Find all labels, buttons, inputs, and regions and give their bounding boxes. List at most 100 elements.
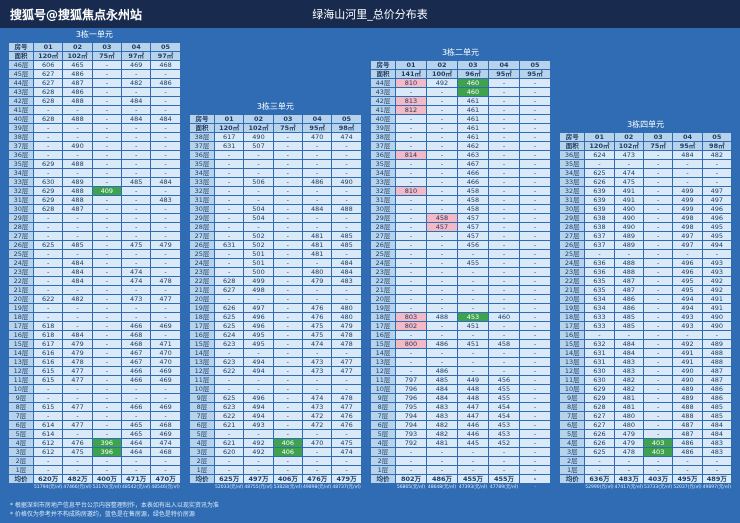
price-cell: 466: [458, 169, 488, 177]
price-cell: -: [427, 349, 457, 357]
price-cell: 638: [585, 214, 614, 222]
price-cell: -: [427, 115, 457, 123]
price-cell: 479: [332, 322, 361, 330]
price-cell: -: [332, 430, 361, 438]
price-cell: 497: [702, 196, 731, 204]
room-header-row: 房号 01 02 03 04 05: [560, 133, 731, 141]
price-cell: 631: [585, 349, 614, 357]
floor-row: 17层 802-451- -: [371, 322, 550, 330]
price-cell: -: [396, 214, 426, 222]
price-cell: -: [458, 268, 488, 276]
price-cell: 499: [673, 196, 702, 204]
price-cell: -: [63, 304, 92, 312]
price-cell: 615: [34, 403, 63, 411]
price-cell: -: [458, 349, 488, 357]
floor-row-label: 25层: [560, 250, 585, 258]
floor-row: 36层 624 473-484 482: [560, 151, 731, 159]
price-cell: 486: [614, 295, 643, 303]
floor-row-label: 15层: [190, 340, 214, 348]
price-cell: -: [332, 349, 361, 357]
floor-row-label: 43层: [9, 88, 33, 96]
price-cell: 618: [34, 322, 63, 330]
price-cell: -: [520, 322, 550, 330]
price-cell: -: [122, 106, 151, 114]
floor-row: 4层 621 492 406 470 475: [190, 439, 361, 447]
price-cell: 464: [122, 448, 151, 456]
price-cell: -: [643, 187, 673, 195]
price-cell: 483: [427, 412, 457, 420]
price-cell: 478: [151, 277, 180, 285]
price-cell: -: [427, 106, 457, 114]
price-cell: -: [702, 250, 731, 258]
price-cell: -: [643, 205, 673, 213]
price-cell: 491: [702, 295, 731, 303]
price-cell: -: [151, 250, 180, 258]
floor-row: 23层 -500-480 484: [190, 268, 361, 276]
price-cell: 492: [673, 340, 702, 348]
price-cell: 478: [332, 331, 361, 339]
price-cell: -: [63, 457, 92, 465]
floor-row: 46层 606 465-469 468: [9, 61, 180, 69]
price-cell: 469: [122, 61, 151, 69]
floor-row-label: 6层: [9, 421, 33, 429]
floor-row-label: 23层: [190, 268, 214, 276]
price-cell: -: [92, 241, 122, 249]
floor-row-label: 33层: [190, 178, 214, 186]
price-cell: -: [303, 376, 332, 384]
price-cell: 814: [396, 151, 426, 159]
price-cell: 475: [614, 178, 643, 186]
price-cell: -: [643, 214, 673, 222]
price-cell: 622: [215, 367, 244, 375]
price-cell: 614: [34, 421, 63, 429]
price-cell: -: [643, 358, 673, 366]
price-cell: -: [585, 457, 614, 465]
price-cell: -: [151, 88, 180, 96]
price-cell: 634: [585, 295, 614, 303]
price-cell: 615: [34, 376, 63, 384]
price-cell: 447: [458, 403, 488, 411]
price-cell: -: [303, 196, 332, 204]
price-cell: 465: [122, 430, 151, 438]
price-cell: -: [396, 286, 426, 294]
floor-row-label: 6层: [190, 421, 214, 429]
price-cell: -: [34, 385, 63, 393]
price-cell: -: [273, 214, 303, 222]
price-cell: 468: [151, 421, 180, 429]
price-cell: -: [520, 124, 550, 132]
floor-row-label: 23层: [9, 268, 33, 276]
price-cell: -: [303, 187, 332, 195]
price-cell: 797: [396, 376, 426, 384]
floor-row-label: 29层: [190, 214, 214, 222]
price-cell: 476: [63, 439, 92, 447]
floor-row: 14层 616 479-467 470: [9, 349, 180, 357]
floor-row-label: 21层: [371, 286, 395, 294]
price-cell: 470: [151, 349, 180, 357]
price-cell: -: [520, 394, 550, 402]
price-cell: -: [122, 124, 151, 132]
floor-row: 15层 617 479-468 471: [9, 340, 180, 348]
price-cell: -: [332, 142, 361, 150]
price-cell: 120㎡: [34, 52, 63, 60]
price-cell: 03: [643, 133, 673, 141]
price-cell: -: [273, 286, 303, 294]
floor-row: 18层 803 488 453 460-: [371, 313, 550, 321]
price-cell: 499: [673, 187, 702, 195]
price-cell: -: [614, 331, 643, 339]
price-cell: 471万: [122, 475, 151, 483]
price-cell: 469: [151, 403, 180, 411]
price-cell: -: [34, 124, 63, 132]
price-cell: -: [303, 160, 332, 168]
price-cell: -: [92, 97, 122, 105]
floor-row-label: 25层: [190, 250, 214, 258]
price-cell: -: [273, 313, 303, 321]
floor-row-label: 9层: [560, 394, 585, 402]
price-cell: -: [63, 466, 92, 474]
room-header-row: 房号 01 02 03 04 05: [9, 43, 180, 51]
price-cell: 484: [702, 430, 731, 438]
price-cell: 102㎡: [614, 142, 643, 150]
price-cell: 625: [215, 313, 244, 321]
price-cell: -: [92, 61, 122, 69]
price-cell: -: [489, 115, 519, 123]
unit-table-1: 3栋一单元 房号 01 02 03 04 05 面积 120㎡ 102㎡ 75㎡ 97㎡ 97㎡ 46层 6…: [8, 29, 181, 493]
price-cell: -: [520, 133, 550, 141]
